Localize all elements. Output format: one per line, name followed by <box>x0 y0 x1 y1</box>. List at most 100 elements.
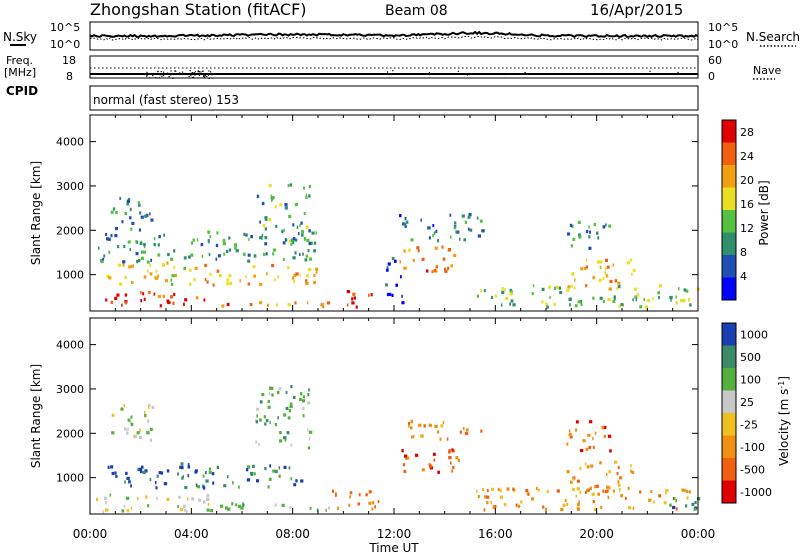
range-gate-cell <box>572 237 576 241</box>
range-gate-cell <box>121 220 124 224</box>
range-gate-cell <box>569 435 573 439</box>
range-gate-cell <box>657 291 661 295</box>
range-gate-cell <box>133 434 135 438</box>
freq-point <box>457 70 459 72</box>
range-gate-cell <box>420 218 422 222</box>
range-gate-cell <box>156 496 158 500</box>
range-gate-cell <box>283 413 287 417</box>
range-gate-cell <box>292 237 296 241</box>
range-gate-cell <box>274 205 277 209</box>
range-gate-cell <box>596 260 600 264</box>
range-gate-cell <box>599 461 602 465</box>
range-gate-cell <box>308 194 311 198</box>
range-gate-cell <box>555 285 559 289</box>
range-gate-cell <box>178 495 181 499</box>
range-gate-cell <box>427 226 429 230</box>
range-gate-cell <box>608 224 612 228</box>
range-gate-cell <box>492 505 495 509</box>
freq-point <box>208 70 210 72</box>
range-gate-cell <box>311 231 315 235</box>
range-gate-cell <box>271 393 274 397</box>
range-gate-cell <box>277 416 279 420</box>
range-gate-cell <box>287 266 290 270</box>
range-gate-cell <box>194 470 198 474</box>
range-gate-cell <box>302 395 305 399</box>
range-gate-cell <box>560 507 564 512</box>
range-gate-cell <box>575 428 578 432</box>
range-gate-cell <box>491 487 494 491</box>
range-gate-cell <box>184 485 188 490</box>
freq-point <box>193 72 195 74</box>
x-tick-label: 04:00 <box>174 527 209 541</box>
range-gate-cell <box>192 238 195 242</box>
range-gate-cell <box>269 420 271 424</box>
colorbar-swatch <box>722 345 736 369</box>
range-gate-cell <box>585 490 587 494</box>
range-gate-cell <box>271 195 275 200</box>
range-gate-cell <box>212 481 215 485</box>
range-gate-cell <box>129 216 132 220</box>
range-gate-cell <box>429 466 434 470</box>
range-gate-cell <box>252 265 256 269</box>
range-gate-cell <box>166 497 170 502</box>
range-gate-cell <box>188 255 191 259</box>
range-gate-cell <box>439 437 442 441</box>
range-gate-cell <box>408 248 411 252</box>
range-gate-cell <box>302 399 305 403</box>
range-gate-cell <box>688 490 691 494</box>
range-gate-cell <box>138 468 142 472</box>
freq-point <box>504 73 506 76</box>
nsearch-tick-bottom: 10^0 <box>708 38 738 51</box>
range-gate-cell <box>108 276 112 280</box>
range-gate-cell <box>588 235 591 239</box>
range-gate-cell <box>622 303 624 307</box>
range-gate-cell <box>289 404 293 409</box>
freq-point <box>677 71 679 74</box>
range-gate-cell <box>285 238 288 242</box>
velocity-frame <box>89 317 699 515</box>
nsky-tick-top: 10^5 <box>50 21 80 34</box>
range-gate-cell <box>619 476 621 480</box>
range-gate-cell <box>247 282 250 286</box>
range-gate-cell <box>580 299 582 304</box>
range-gate-cell <box>573 286 576 290</box>
range-gate-cell <box>256 414 258 418</box>
range-gate-cell <box>184 298 188 302</box>
range-gate-cell <box>571 224 574 228</box>
range-gate-cell <box>196 238 199 242</box>
range-gate-cell <box>576 479 580 483</box>
range-gate-cell <box>501 290 505 294</box>
freq-point <box>148 77 150 79</box>
range-gate-cell <box>191 497 195 501</box>
range-gate-cell <box>592 276 596 280</box>
range-gate-cell <box>569 480 573 484</box>
range-gate-cell <box>482 487 484 492</box>
range-gate-cell <box>636 293 640 297</box>
velocity-cbar-label: Velocity [m s-1] <box>777 376 791 466</box>
range-gate-cell <box>294 251 297 255</box>
colorbar-swatch <box>722 142 736 166</box>
range-gate-cell <box>694 500 697 505</box>
range-gate-cell <box>173 265 176 269</box>
range-gate-cell <box>266 303 269 307</box>
range-gate-cell <box>447 266 450 270</box>
y-tick-label: 1000 <box>56 269 84 282</box>
range-gate-cell <box>273 278 276 282</box>
freq-point <box>191 77 194 79</box>
range-gate-cell <box>300 221 303 225</box>
range-gate-cell <box>435 265 438 269</box>
range-gate-cell <box>571 284 573 288</box>
range-gate-cell <box>670 298 672 302</box>
range-gate-cell <box>418 423 422 427</box>
range-gate-cell <box>115 474 118 478</box>
range-gate-cell <box>614 279 618 283</box>
freq-point <box>204 74 206 76</box>
range-gate-cell <box>572 487 575 492</box>
range-gate-cell <box>182 504 186 508</box>
range-gate-cell <box>455 456 459 460</box>
range-gate-cell <box>442 421 445 425</box>
range-gate-cell <box>159 304 162 308</box>
range-gate-cell <box>259 400 263 404</box>
range-gate-cell <box>138 228 141 232</box>
range-gate-cell <box>305 254 309 258</box>
